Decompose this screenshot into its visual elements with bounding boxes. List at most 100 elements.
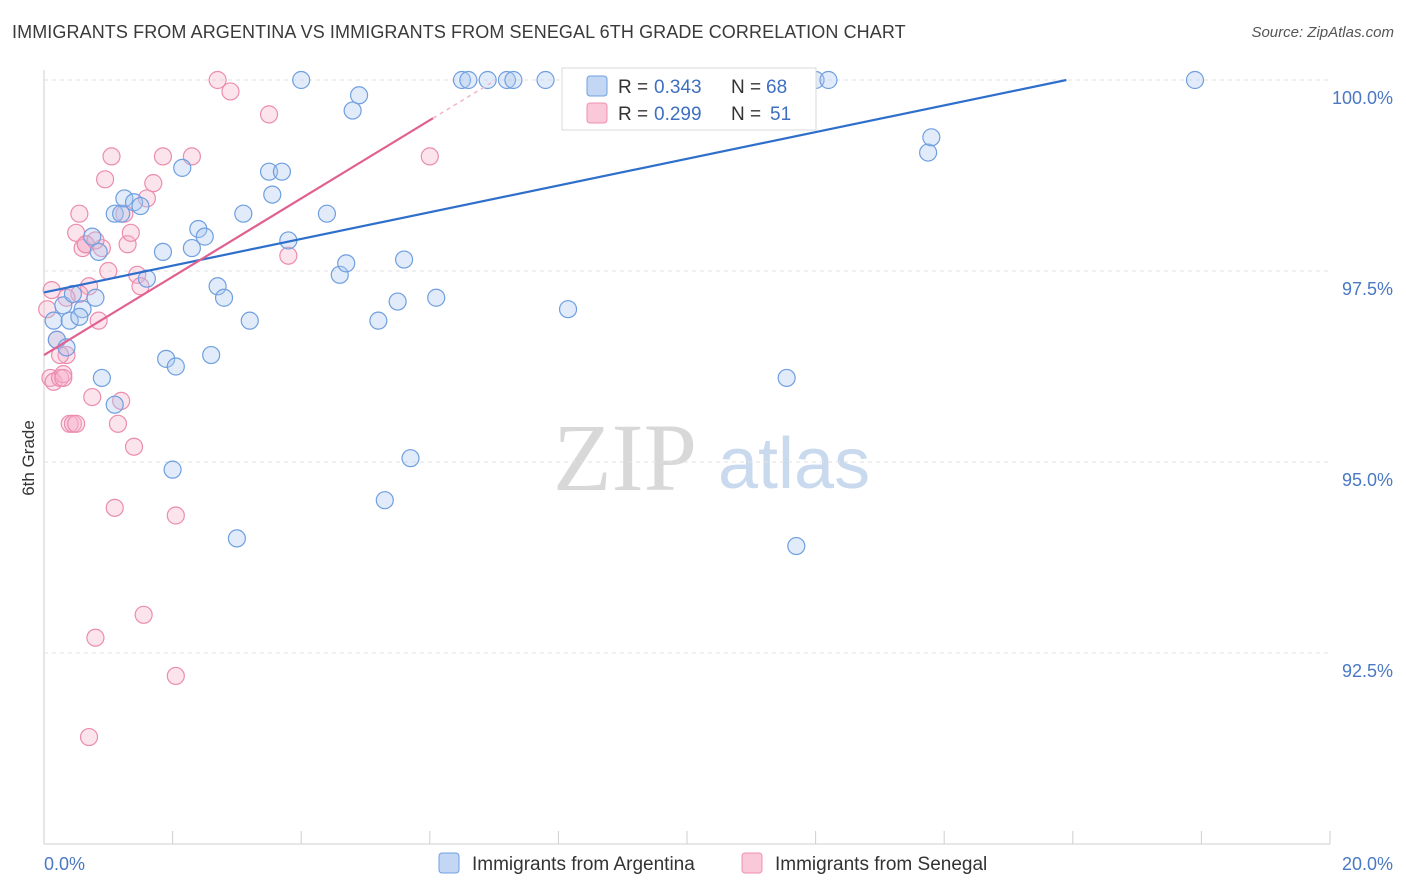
senegal-point xyxy=(153,147,173,166)
senegal-point xyxy=(70,204,89,223)
argentina-point xyxy=(234,204,253,223)
argentina-point xyxy=(60,311,79,330)
chart-source: Source: ZipAtlas.com xyxy=(1251,24,1394,41)
trend-lines xyxy=(43,78,1067,356)
argentina-point xyxy=(131,196,150,216)
argentina-point xyxy=(227,529,246,548)
argentina-point xyxy=(292,70,311,90)
senegal-point xyxy=(102,147,121,166)
argentina-point xyxy=(919,143,938,162)
x-tick-label-min: 0.0% xyxy=(44,854,85,874)
senegal-point xyxy=(95,170,115,189)
senegal-point xyxy=(259,105,279,124)
argentina-point xyxy=(195,227,214,246)
senegal-point xyxy=(86,628,105,647)
argentina-point xyxy=(86,288,105,307)
argentina-point xyxy=(394,250,414,269)
argentina-point xyxy=(388,292,407,311)
bottom-legend-label-argentina: Immigrants from Argentina xyxy=(472,854,695,875)
argentina-point xyxy=(272,162,292,181)
y-tick-label: 97.5% xyxy=(1342,279,1393,299)
argentina-point xyxy=(1185,70,1205,90)
argentina-point xyxy=(777,368,796,388)
bottom-legend-label-senegal: Immigrants from Senegal xyxy=(775,854,987,875)
y-axis-label: 6th Grade xyxy=(19,420,38,496)
argentina-point xyxy=(92,368,111,388)
stats-legend: R = 0.343 N = 68 R = 0.299 N = 51 xyxy=(561,67,817,131)
x-axis-ticks xyxy=(43,831,1331,844)
senegal-point xyxy=(105,498,124,517)
legend-swatch-argentina xyxy=(586,75,608,97)
argentina-point xyxy=(330,265,349,284)
argentina-point xyxy=(452,70,472,90)
argentina-point xyxy=(263,185,282,204)
legend-r-value-argentina: 0.343 xyxy=(654,77,702,98)
argentina-point xyxy=(337,254,356,273)
senegal-point xyxy=(208,70,227,90)
senegal-point xyxy=(108,414,128,433)
argentina-point xyxy=(182,238,201,258)
senegal-point xyxy=(166,506,185,525)
legend-swatch-senegal xyxy=(586,102,608,124)
y-tick-label: 92.5% xyxy=(1342,661,1393,681)
argentina-point xyxy=(259,162,279,181)
senegal-point xyxy=(221,82,240,101)
argentina-point xyxy=(497,70,517,90)
legend-r-value-senegal: 0.299 xyxy=(654,104,702,125)
argentina-point xyxy=(349,86,369,105)
argentina-point xyxy=(153,242,173,261)
argentina-point xyxy=(189,219,208,239)
x-tick-label-max: 20.0% xyxy=(1342,854,1393,874)
senegal-point xyxy=(57,345,76,365)
argentina-point xyxy=(157,349,176,368)
senegal-point xyxy=(54,368,73,388)
argentina-point xyxy=(787,536,806,556)
argentina-point xyxy=(70,307,89,326)
argentina-point xyxy=(401,449,420,468)
argentina-point xyxy=(115,189,134,208)
y-axis-tick-labels: 100.0% 97.5% 95.0% 92.5% xyxy=(1332,88,1393,681)
argentina-point xyxy=(163,460,182,479)
legend-n-value-senegal: 51 xyxy=(770,104,791,125)
argentina-trend-line xyxy=(43,78,1067,294)
argentina-point xyxy=(105,395,124,414)
senegal-point xyxy=(420,147,439,166)
senegal-point xyxy=(79,727,99,747)
argentina-point xyxy=(504,70,523,90)
argentina-point xyxy=(478,70,497,90)
legend-r-label-senegal: R = xyxy=(618,104,648,125)
argentina-point xyxy=(166,357,185,376)
senegal-point xyxy=(279,246,298,265)
argentina-point xyxy=(89,242,108,261)
senegal-point xyxy=(121,223,140,242)
argentina-point xyxy=(819,70,838,90)
y-tick-label: 100.0% xyxy=(1332,88,1393,108)
senegal-point xyxy=(118,235,137,254)
bottom-legend-swatch-argentina xyxy=(438,852,460,874)
legend-n-value-argentina: 68 xyxy=(766,77,787,98)
argentina-point xyxy=(558,300,578,319)
argentina-point xyxy=(240,311,259,330)
argentina-point xyxy=(369,311,388,330)
argentina-point xyxy=(105,204,124,223)
watermark-zip: ZIP xyxy=(553,404,697,511)
argentina-point xyxy=(112,204,131,223)
series-legend: Immigrants from Argentina Immigrants fro… xyxy=(438,852,987,875)
senegal-point xyxy=(134,605,153,624)
y-tick-label: 95.0% xyxy=(1342,470,1393,490)
argentina-point xyxy=(317,204,337,223)
legend-n-label-senegal: N = xyxy=(731,104,761,125)
legend-r-label-argentina: R = xyxy=(618,77,648,98)
argentina-point xyxy=(202,345,221,365)
senegal-point xyxy=(54,365,73,384)
argentina-point xyxy=(427,288,446,307)
argentina-point xyxy=(214,288,234,307)
senegal-trend-line xyxy=(43,117,434,356)
senegal-point xyxy=(67,414,86,433)
argentina-point xyxy=(44,311,63,330)
senegal-point xyxy=(144,174,163,193)
watermark-atlas: atlas xyxy=(718,424,870,504)
senegal-point xyxy=(166,666,185,686)
senegal-point xyxy=(124,437,144,456)
